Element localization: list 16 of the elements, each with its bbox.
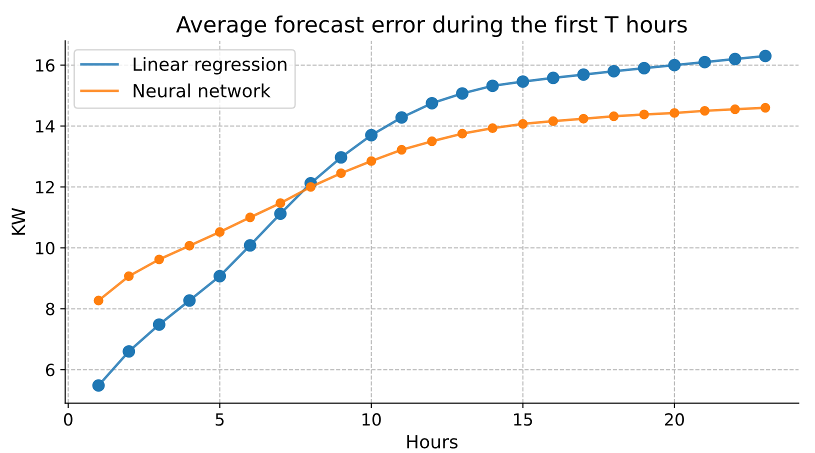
y-axis-title: KW <box>12 208 25 235</box>
x-tick-label: 10 <box>362 413 381 426</box>
x-tick-label: 20 <box>665 413 684 426</box>
y-tick-label: 8 <box>46 302 54 316</box>
x-tick-label: 0 <box>64 413 72 426</box>
y-tick-label: 12 <box>36 180 54 194</box>
x-tick-label: 5 <box>216 413 224 426</box>
x-tick-label: 15 <box>514 413 532 426</box>
y-tick-label: 14 <box>36 120 55 132</box>
y-tick-label: 10 <box>36 242 54 254</box>
chart-title: Average forecast error during the first T hours <box>176 16 687 38</box>
legend-label: Linear regression <box>134 57 286 74</box>
x-axis-title: Hours <box>407 435 458 449</box>
legend-label: Neural network <box>134 84 271 98</box>
y-tick-label: 16 <box>36 59 54 72</box>
y-tick-label: 6 <box>46 364 54 376</box>
